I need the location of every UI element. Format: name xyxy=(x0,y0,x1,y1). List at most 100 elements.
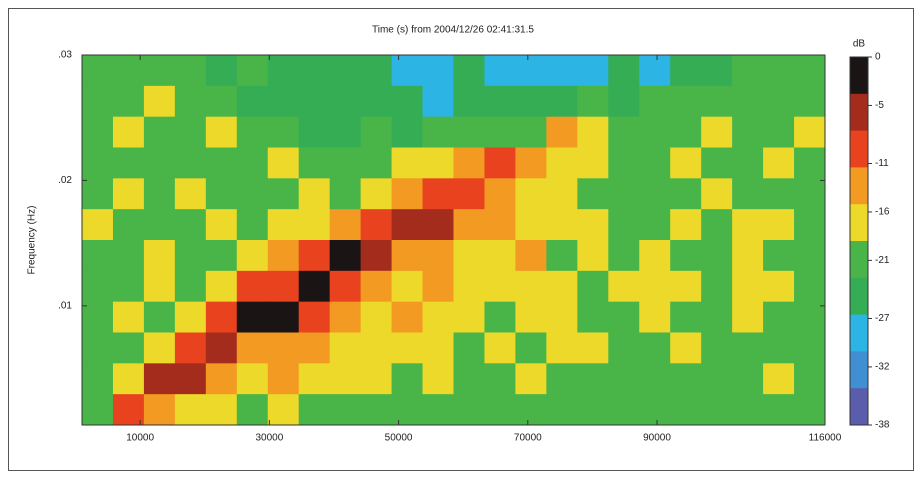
heat-cell xyxy=(329,270,362,303)
heat-cell xyxy=(515,363,547,395)
heat-cell xyxy=(298,55,331,87)
heat-cell xyxy=(236,270,269,303)
heat-cell xyxy=(515,55,547,87)
heat-cell xyxy=(701,85,733,118)
heat-cell xyxy=(794,178,826,210)
heat-cell xyxy=(267,55,300,87)
heat-cell xyxy=(422,240,454,272)
heat-cell xyxy=(143,394,176,426)
heat-cell xyxy=(82,147,114,179)
heat-cell xyxy=(732,332,764,364)
heat-cell xyxy=(112,85,145,118)
heat-cell xyxy=(639,116,671,148)
heat-cell xyxy=(360,147,393,179)
heat-cell xyxy=(546,85,578,118)
heat-cell xyxy=(608,209,640,241)
heat-cell xyxy=(484,332,516,364)
heat-cell xyxy=(112,240,145,272)
heat-cell xyxy=(732,55,764,87)
heat-cell xyxy=(794,301,826,333)
chart-title: Time (s) from 2004/12/26 02:41:31.5 xyxy=(372,25,534,36)
heat-cell xyxy=(329,85,362,118)
heat-cell xyxy=(329,55,362,87)
heat-cell xyxy=(608,55,640,87)
x-tick-label: 70000 xyxy=(514,433,542,444)
heat-cell xyxy=(391,178,424,210)
heat-cell xyxy=(267,332,300,364)
heat-cell xyxy=(763,209,795,241)
colorbar-band xyxy=(850,204,868,242)
heat-cell xyxy=(701,332,733,364)
heat-cell xyxy=(763,85,795,118)
x-tick-label: 90000 xyxy=(643,433,671,444)
heat-cell xyxy=(732,116,764,148)
heat-cell xyxy=(763,147,795,179)
heat-cell xyxy=(267,394,300,426)
heat-cell xyxy=(82,270,114,303)
heat-cell xyxy=(608,301,640,333)
heat-cell xyxy=(205,240,238,272)
heat-cell xyxy=(670,55,702,87)
heat-cell xyxy=(422,147,454,179)
heat-cell xyxy=(329,209,362,241)
heat-cell xyxy=(608,147,640,179)
heat-cell xyxy=(143,332,176,364)
heat-cell xyxy=(82,85,114,118)
heat-cell xyxy=(794,240,826,272)
heat-cell xyxy=(701,209,733,241)
heat-cell xyxy=(577,240,609,272)
heat-cell xyxy=(763,116,795,148)
heat-cell xyxy=(639,363,671,395)
heat-cell xyxy=(112,270,145,303)
heat-cell xyxy=(763,270,795,303)
heat-cell xyxy=(546,301,578,333)
heat-cell xyxy=(794,55,826,87)
heat-cell xyxy=(515,116,547,148)
heat-cell xyxy=(391,55,424,87)
heat-cell xyxy=(298,240,331,272)
heat-cell xyxy=(670,147,702,179)
heat-cell xyxy=(453,147,485,179)
heat-cell xyxy=(112,332,145,364)
heat-cell xyxy=(205,332,238,364)
heat-cell xyxy=(639,301,671,333)
colorbar-tick-label: -27 xyxy=(875,313,890,324)
heat-cell xyxy=(484,85,516,118)
heat-cell xyxy=(329,394,362,426)
heat-cell xyxy=(391,116,424,148)
heat-cell xyxy=(763,178,795,210)
heat-cell xyxy=(639,147,671,179)
heat-cell xyxy=(143,301,176,333)
colorbar-band xyxy=(850,241,868,279)
heat-cell xyxy=(763,301,795,333)
heat-cell xyxy=(701,147,733,179)
heat-cell xyxy=(112,178,145,210)
heat-cell xyxy=(174,332,207,364)
heat-cell xyxy=(515,147,547,179)
y-axis-label: Frequency (Hz) xyxy=(27,206,38,275)
heat-cell xyxy=(82,55,114,87)
heat-cell xyxy=(794,363,826,395)
heat-cell xyxy=(205,55,238,87)
heat-cell xyxy=(453,363,485,395)
heat-cell xyxy=(174,178,207,210)
x-tick-label: 50000 xyxy=(385,433,413,444)
heat-cell xyxy=(701,394,733,426)
heat-cell xyxy=(701,240,733,272)
heat-cell xyxy=(484,301,516,333)
heat-cell xyxy=(236,116,269,148)
y-tick-label: .02 xyxy=(58,175,72,186)
heat-cell xyxy=(236,363,269,395)
heat-cell xyxy=(112,363,145,395)
heat-cell xyxy=(515,301,547,333)
heat-cell xyxy=(484,55,516,87)
heat-cell xyxy=(515,332,547,364)
colorbar-tick-label: -32 xyxy=(875,362,890,373)
colorbar-band xyxy=(850,93,868,132)
heat-cell xyxy=(422,116,454,148)
heat-cell xyxy=(298,301,331,333)
heat-cell xyxy=(484,270,516,303)
x-tick-label: 116000 xyxy=(809,433,842,444)
heat-cell xyxy=(391,147,424,179)
heat-cell xyxy=(298,116,331,148)
